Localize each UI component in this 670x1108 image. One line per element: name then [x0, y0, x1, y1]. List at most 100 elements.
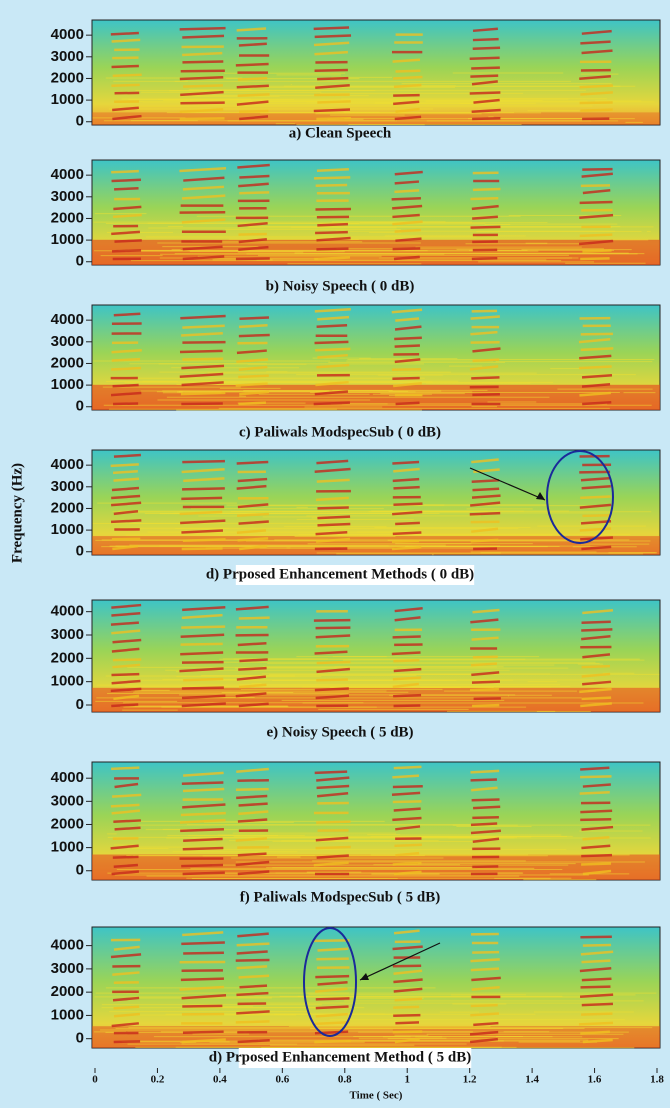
harmonic — [181, 625, 226, 629]
x-tick-label: 0.8 — [338, 1074, 352, 1086]
harmonic — [181, 781, 224, 786]
y-tick-label: 2000 — [51, 649, 84, 666]
harmonic — [582, 1038, 613, 1044]
harmonic — [313, 41, 350, 47]
x-tick-label: 0.2 — [151, 1074, 165, 1086]
harmonic — [111, 603, 142, 609]
harmonic — [315, 531, 348, 536]
harmonic — [182, 459, 225, 464]
y-tick-label: 3000 — [51, 48, 84, 65]
harmonic — [236, 675, 267, 681]
harmonic — [471, 636, 499, 641]
harmonic — [472, 816, 499, 820]
harmonic — [314, 68, 348, 73]
harmonic — [237, 1038, 270, 1044]
harmonic — [392, 58, 421, 63]
harmonic — [236, 1010, 270, 1015]
harmonic — [111, 629, 141, 635]
harmonic — [472, 703, 500, 708]
y-tick-label: 4000 — [51, 311, 84, 328]
harmonic — [181, 613, 223, 620]
harmonic — [393, 75, 423, 80]
harmonic — [112, 663, 141, 669]
harmonic — [317, 506, 349, 510]
harmonic — [315, 845, 351, 850]
harmonic — [392, 477, 420, 483]
harmonic — [238, 42, 267, 47]
harmonic — [182, 787, 225, 793]
harmonic — [238, 616, 270, 620]
harmonic — [470, 538, 499, 543]
harmonic — [579, 993, 614, 999]
y-tick-label: 3000 — [51, 478, 84, 495]
harmonic — [316, 363, 350, 369]
harmonic — [180, 977, 224, 982]
harmonic — [182, 255, 225, 261]
harmonic — [578, 365, 612, 370]
harmonic — [113, 945, 140, 951]
harmonic — [236, 84, 269, 89]
y-tick-label: 0 — [76, 113, 84, 130]
harmonic — [239, 390, 270, 396]
harmonic — [238, 520, 269, 525]
harmonic — [392, 1030, 423, 1034]
harmonic — [580, 91, 613, 96]
harmonic — [394, 115, 422, 121]
harmonic — [472, 487, 500, 492]
x-tick-label: 1.8 — [650, 1074, 664, 1086]
arrow-head — [536, 492, 545, 500]
harmonic — [471, 986, 500, 991]
harmonic — [582, 167, 613, 171]
harmonic — [313, 618, 351, 622]
harmonic — [181, 941, 225, 946]
harmonic — [394, 189, 420, 194]
arrow — [359, 942, 441, 981]
harmonic — [470, 822, 498, 827]
harmonic — [471, 458, 499, 464]
harmonic — [313, 108, 351, 113]
harmonic — [581, 484, 611, 490]
harmonic — [579, 527, 612, 532]
harmonic — [183, 771, 224, 777]
harmonic — [578, 239, 614, 246]
y-tick-label: 0 — [76, 398, 84, 415]
x-tick-label: 0.6 — [275, 1074, 289, 1086]
harmonic — [314, 467, 351, 473]
harmonic — [579, 966, 612, 973]
harmonic — [315, 1012, 348, 1018]
harmonic — [316, 791, 349, 798]
harmonic — [236, 794, 268, 800]
y-tick-label: 3000 — [51, 792, 84, 809]
harmonic — [235, 605, 269, 611]
harmonic — [470, 829, 501, 835]
harmonic — [182, 340, 226, 344]
harmonic — [179, 117, 225, 121]
harmonic — [470, 74, 499, 78]
harmonic — [235, 382, 268, 387]
harmonic — [238, 702, 269, 708]
y-tick-label: 2000 — [51, 354, 84, 371]
harmonic — [317, 947, 349, 952]
harmonic — [472, 608, 500, 614]
harmonic — [182, 803, 226, 809]
harmonic — [236, 349, 267, 355]
harmonic — [111, 38, 141, 43]
harmonic — [469, 91, 501, 95]
harmonic — [582, 653, 611, 659]
harmonic — [114, 187, 139, 191]
harmonic — [393, 987, 423, 993]
harmonic — [112, 544, 139, 551]
highlight-ellipse — [303, 927, 357, 1037]
harmonic — [392, 204, 423, 210]
harmonic — [314, 650, 348, 655]
harmonic — [239, 984, 268, 989]
harmonic — [391, 791, 421, 796]
harmonic — [110, 621, 139, 626]
y-tick-label: 1000 — [51, 91, 84, 108]
harmonic — [581, 696, 612, 701]
spectrogram-panel: 0 1000 2000 3000 4000 b) Noisy Speech ( 0 dB) — [51, 159, 661, 294]
harmonic — [236, 767, 269, 773]
harmonic — [581, 545, 612, 551]
y-tick-label: 0 — [76, 543, 84, 560]
harmonic — [180, 642, 223, 646]
